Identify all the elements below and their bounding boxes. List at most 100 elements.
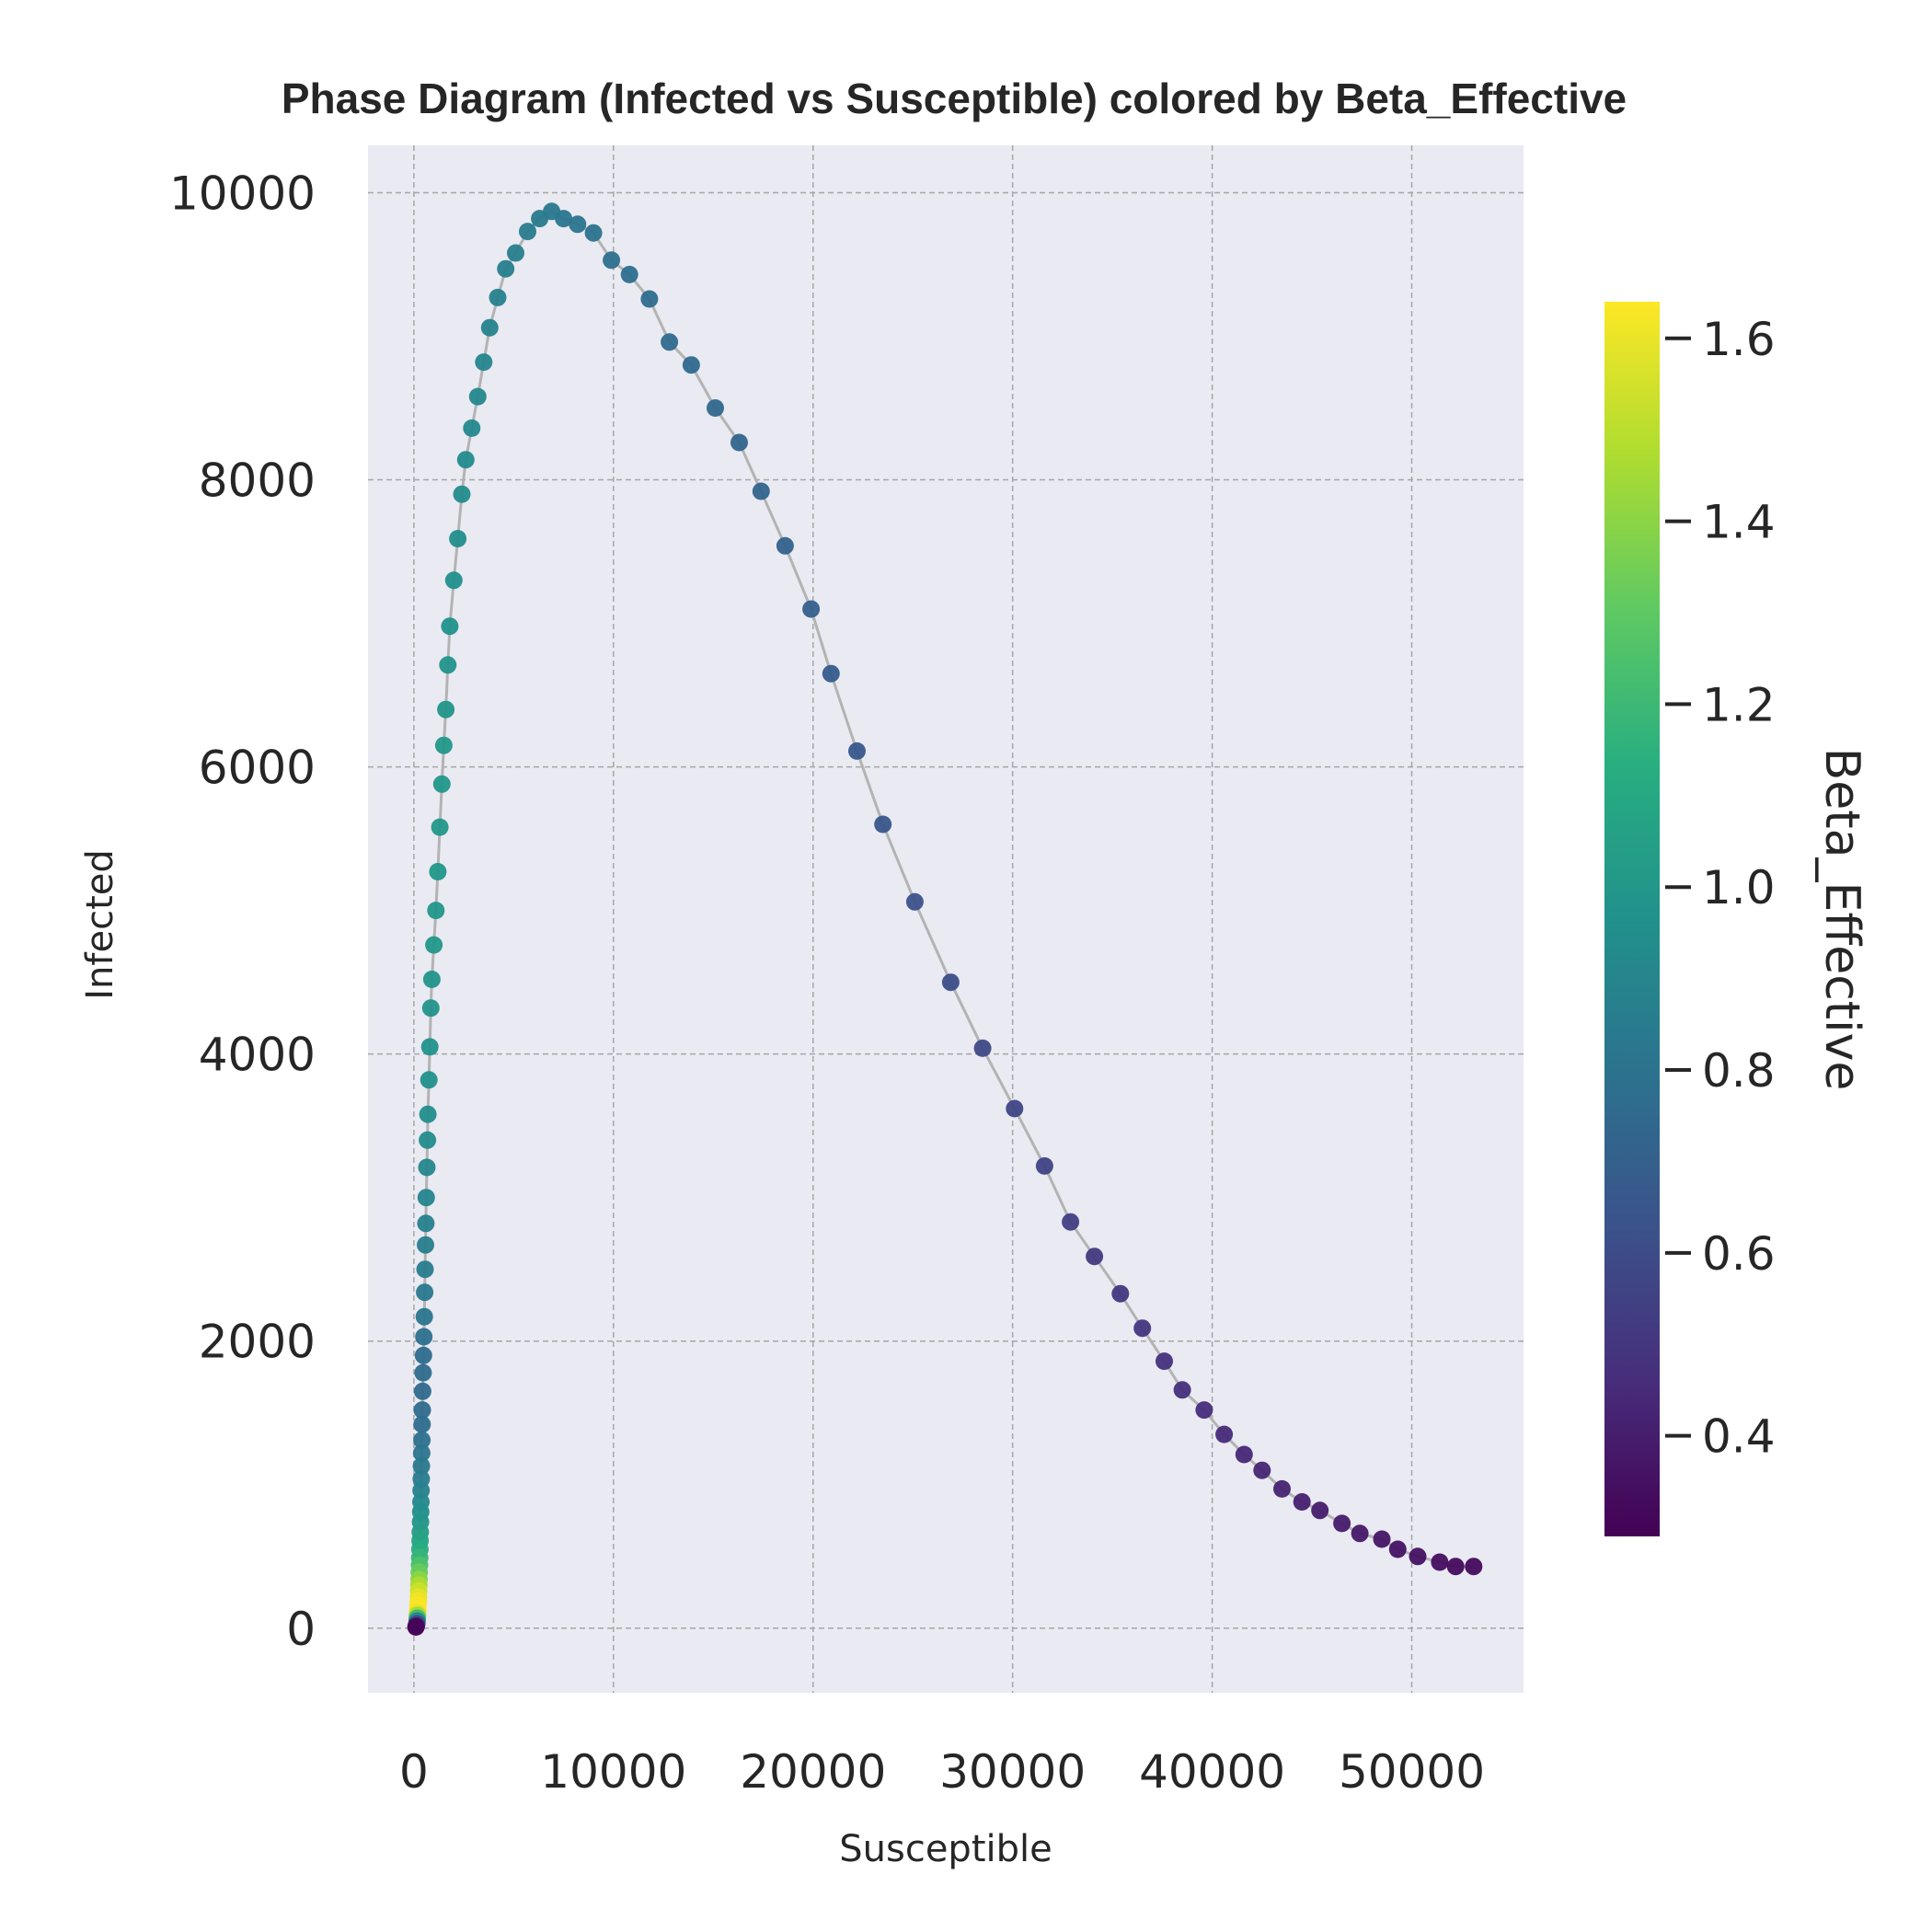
data-point-45 [507, 244, 524, 262]
colorbar-tick-label-6: 1.6 [1702, 313, 1776, 366]
data-point-14 [1195, 1401, 1213, 1420]
y-axis-label: Infected [79, 849, 121, 1000]
colorbar-ticks: 0.4 0.6 0.8 1.0 1.2 1.4 1.6 [1665, 313, 1776, 1464]
y-tick-label-0: 0 [286, 1603, 316, 1656]
data-point-9 [1293, 1493, 1311, 1511]
data-point-32 [730, 433, 748, 452]
data-point-111 [407, 1618, 425, 1636]
data-point-52 [456, 451, 475, 469]
data-point-48 [480, 318, 499, 337]
data-point-15 [1173, 1381, 1191, 1399]
data-point-49 [475, 353, 493, 372]
data-point-81 [413, 1382, 431, 1400]
data-point-75 [416, 1260, 434, 1279]
data-point-57 [439, 656, 457, 674]
data-point-12 [1235, 1445, 1253, 1464]
data-point-67 [420, 1038, 439, 1056]
data-point-82 [413, 1401, 431, 1420]
y-tick-label-3: 6000 [199, 742, 316, 795]
data-point-30 [776, 536, 794, 555]
data-point-6 [1351, 1524, 1369, 1543]
data-point-72 [417, 1189, 435, 1207]
x-tick-label-1: 10000 [540, 1745, 686, 1799]
data-point-70 [419, 1131, 437, 1149]
colorbar-tick-label-1: 0.6 [1702, 1227, 1776, 1281]
grid-lines [368, 145, 1524, 1693]
data-point-61 [431, 818, 449, 836]
data-point-3 [1409, 1547, 1427, 1566]
data-point-50 [468, 387, 487, 406]
colorbar-tick-label-2: 0.8 [1702, 1044, 1776, 1098]
x-tick-label-0: 0 [399, 1745, 429, 1799]
data-point-43 [531, 210, 549, 228]
data-point-24 [941, 973, 960, 992]
data-point-23 [973, 1039, 992, 1057]
data-point-37 [620, 265, 638, 283]
data-point-59 [434, 736, 453, 754]
data-point-86 [412, 1457, 431, 1475]
data-point-60 [432, 775, 451, 793]
x-tick-label-5: 50000 [1339, 1745, 1485, 1799]
data-point-56 [441, 617, 459, 636]
data-point-4 [1388, 1540, 1407, 1558]
colorbar-tick-label-5: 1.4 [1702, 496, 1776, 549]
data-point-44 [519, 223, 536, 241]
data-point-78 [415, 1328, 433, 1346]
y-tick-label-1: 2000 [199, 1316, 316, 1369]
data-point-1 [1446, 1558, 1465, 1576]
data-point-62 [429, 863, 447, 880]
data-point-22 [1006, 1099, 1024, 1118]
data-point-54 [449, 530, 467, 547]
x-axis-label: Susceptible [839, 1828, 1052, 1870]
data-point-74 [417, 1236, 434, 1254]
data-points [407, 202, 1483, 1636]
data-point-13 [1215, 1425, 1234, 1443]
data-point-63 [427, 902, 445, 920]
x-tick-label-3: 30000 [939, 1745, 1086, 1799]
data-point-17 [1133, 1319, 1152, 1338]
data-point-51 [463, 419, 481, 437]
data-point-80 [414, 1363, 432, 1382]
data-point-27 [848, 742, 866, 760]
data-point-79 [414, 1346, 432, 1364]
data-point-83 [413, 1415, 431, 1433]
x-tick-label-4: 40000 [1139, 1745, 1285, 1799]
data-point-5 [1373, 1530, 1391, 1548]
data-point-58 [437, 700, 455, 719]
data-point-64 [425, 936, 443, 954]
data-point-84 [413, 1431, 431, 1449]
data-point-8 [1311, 1501, 1329, 1520]
data-point-33 [707, 399, 724, 417]
data-point-18 [1111, 1284, 1130, 1303]
data-point-66 [421, 999, 440, 1018]
chart-title: Phase Diagram (Infected vs Susceptible) … [282, 75, 1627, 122]
y-tick-label-5: 10000 [169, 167, 316, 220]
data-point-29 [802, 600, 821, 618]
data-point-7 [1333, 1514, 1351, 1533]
data-point-68 [420, 1071, 438, 1089]
y-axis-ticks: 0 2000 4000 6000 8000 10000 [169, 167, 316, 1655]
colorbar-tick-label-0: 0.4 [1702, 1410, 1776, 1464]
data-point-2 [1431, 1553, 1449, 1571]
data-point-25 [905, 892, 924, 911]
data-point-55 [444, 571, 463, 590]
data-point-21 [1035, 1156, 1053, 1175]
data-point-47 [489, 288, 507, 306]
colorbar-tick-label-3: 1.0 [1702, 861, 1776, 914]
colorbar [1604, 302, 1660, 1536]
data-point-65 [422, 971, 441, 988]
data-point-46 [497, 259, 515, 278]
data-point-53 [453, 485, 471, 503]
data-point-73 [417, 1214, 435, 1233]
y-tick-label-2: 4000 [199, 1029, 316, 1082]
data-point-10 [1273, 1479, 1291, 1498]
colorbar-label: Beta_Effective [1814, 748, 1869, 1091]
data-point-35 [661, 333, 679, 351]
colorbar-tick-label-4: 1.2 [1702, 678, 1776, 731]
data-point-0 [1465, 1558, 1483, 1576]
data-point-71 [418, 1158, 436, 1177]
data-point-28 [822, 664, 840, 683]
data-point-77 [415, 1307, 433, 1326]
y-tick-label-4: 8000 [199, 454, 316, 508]
